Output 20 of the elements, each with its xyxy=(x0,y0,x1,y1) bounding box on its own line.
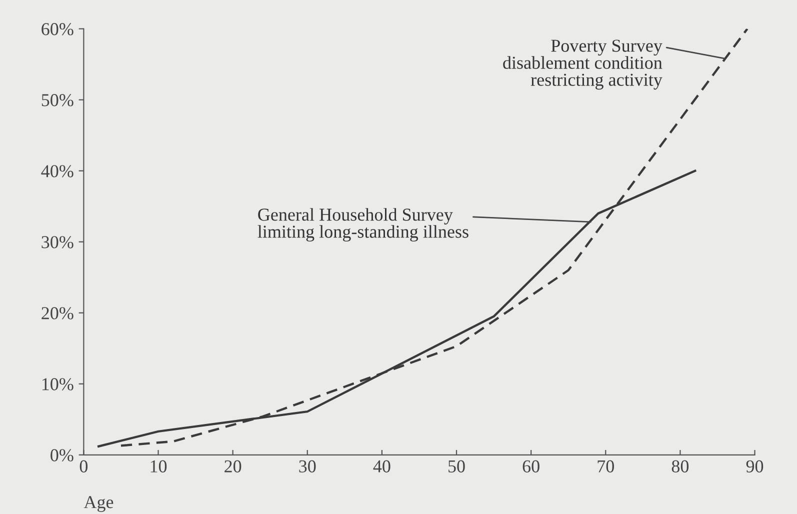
x-axis-title: Age xyxy=(84,496,114,512)
y-tick-label: 10% xyxy=(42,378,74,390)
x-tick-label: 50 xyxy=(448,460,465,472)
x-tick-label: 90 xyxy=(746,460,764,472)
x-tick-label: 20 xyxy=(224,460,242,472)
y-tick-label: 0% xyxy=(50,449,74,462)
x-tick-label: 40 xyxy=(373,460,390,472)
x-tick-label: 30 xyxy=(299,460,316,472)
y-tick-label: 30% xyxy=(42,236,74,248)
annotation: Poverty Survey disablement condition restricting activity xyxy=(503,40,662,90)
y-tick-label: 20% xyxy=(42,307,74,320)
y-tick-label: 50% xyxy=(42,94,74,106)
y-tick-label: 60% xyxy=(42,23,74,36)
x-tick-label: 0 xyxy=(80,460,88,472)
y-tick-label: 40% xyxy=(41,165,74,178)
annotation: General Household Survey limiting long-standing illness xyxy=(258,208,468,242)
x-tick-label: 70 xyxy=(598,460,614,472)
x-tick-label: 60 xyxy=(522,460,540,472)
x-tick-label: 10 xyxy=(150,460,167,472)
x-tick-label: 80 xyxy=(672,460,689,472)
